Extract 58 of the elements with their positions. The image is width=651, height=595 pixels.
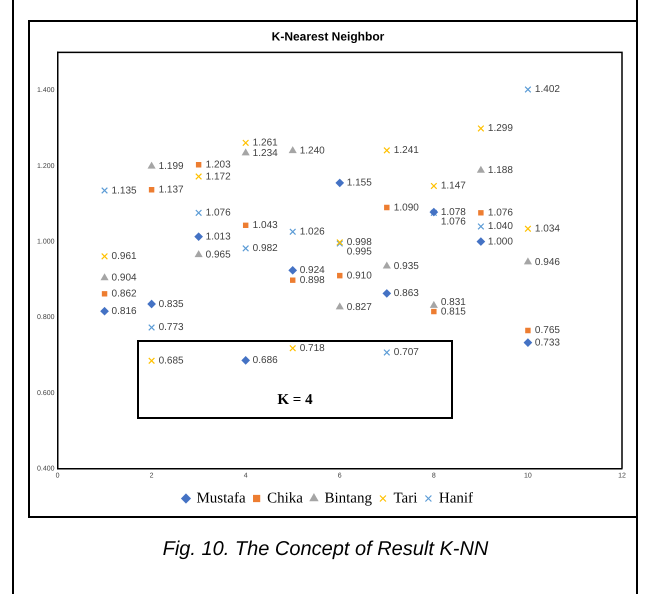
data-label: 1.241 — [394, 145, 420, 156]
data-label: 1.043 — [252, 220, 278, 232]
data-label: 1.240 — [300, 146, 326, 157]
data-label: 1.034 — [534, 223, 560, 234]
data-label: 1.026 — [300, 226, 326, 238]
data-label: 0.816 — [112, 306, 138, 317]
data-label: 1.137 — [158, 184, 184, 196]
data-label: 1.172 — [206, 171, 232, 182]
data-label: 0.961 — [112, 251, 138, 262]
legend-label: Chika — [267, 490, 304, 506]
data-label: 0.910 — [346, 270, 372, 282]
caption: Fig. 10. The Concept of Result K-NN — [162, 538, 490, 561]
legend-label: Mustafa — [196, 490, 246, 506]
data-label: 0.765 — [534, 325, 560, 336]
data-label: 1.188 — [488, 165, 514, 176]
data-label: 0.686 — [252, 355, 278, 366]
data-label: 1.076 — [206, 208, 232, 219]
data-label: 1.135 — [112, 185, 138, 196]
data-label: 1.147 — [440, 180, 466, 192]
data-label: 0.998 — [346, 237, 372, 248]
data-label: 0.835 — [158, 298, 184, 310]
data-label: 0.924 — [300, 265, 326, 276]
legend-label: Tari — [393, 490, 418, 506]
data-label: 1.078 — [440, 206, 466, 218]
data-label: 0.773 — [158, 322, 184, 334]
data-label: 0.685 — [158, 356, 184, 367]
data-label: 0.904 — [112, 272, 138, 284]
data-label: 0.862 — [112, 288, 138, 300]
data-label: 1.000 — [488, 236, 514, 248]
annotation: K = 4 — [276, 392, 314, 409]
data-label: 0.863 — [394, 288, 420, 300]
data-label: 0.733 — [534, 337, 560, 348]
data-label: 1.155 — [346, 178, 372, 189]
chart-title: K-Nearest Neighbor — [272, 30, 385, 44]
data-label: 0.946 — [534, 256, 560, 268]
data-label: 0.898 — [300, 274, 326, 286]
data-label: 1.090 — [394, 202, 420, 214]
data-label: 1.299 — [488, 123, 514, 134]
data-label: 0.982 — [252, 243, 278, 254]
data-label: 0.831 — [440, 296, 466, 308]
data-label: 0.995 — [346, 246, 372, 258]
data-label: 0.815 — [440, 306, 466, 318]
data-label: 1.261 — [252, 138, 278, 149]
data-label: 1.076 — [488, 208, 514, 219]
data-label: 0.965 — [206, 250, 232, 261]
data-label: 0.827 — [346, 302, 372, 313]
data-label: 1.076 — [440, 216, 466, 228]
data-label: 1.013 — [206, 231, 232, 242]
data-label: 0.718 — [300, 343, 326, 354]
data-label: 1.234 — [252, 148, 278, 159]
data-label: 1.199 — [158, 161, 184, 172]
data-label: 0.707 — [394, 347, 420, 358]
legend-label: Bintang — [324, 490, 372, 506]
data-label: 0.935 — [394, 260, 420, 272]
data-label: 1.203 — [206, 160, 232, 171]
data-label: 1.040 — [488, 221, 514, 232]
legend-label: Hanif — [438, 490, 474, 506]
data-label: 1.402 — [534, 84, 560, 96]
